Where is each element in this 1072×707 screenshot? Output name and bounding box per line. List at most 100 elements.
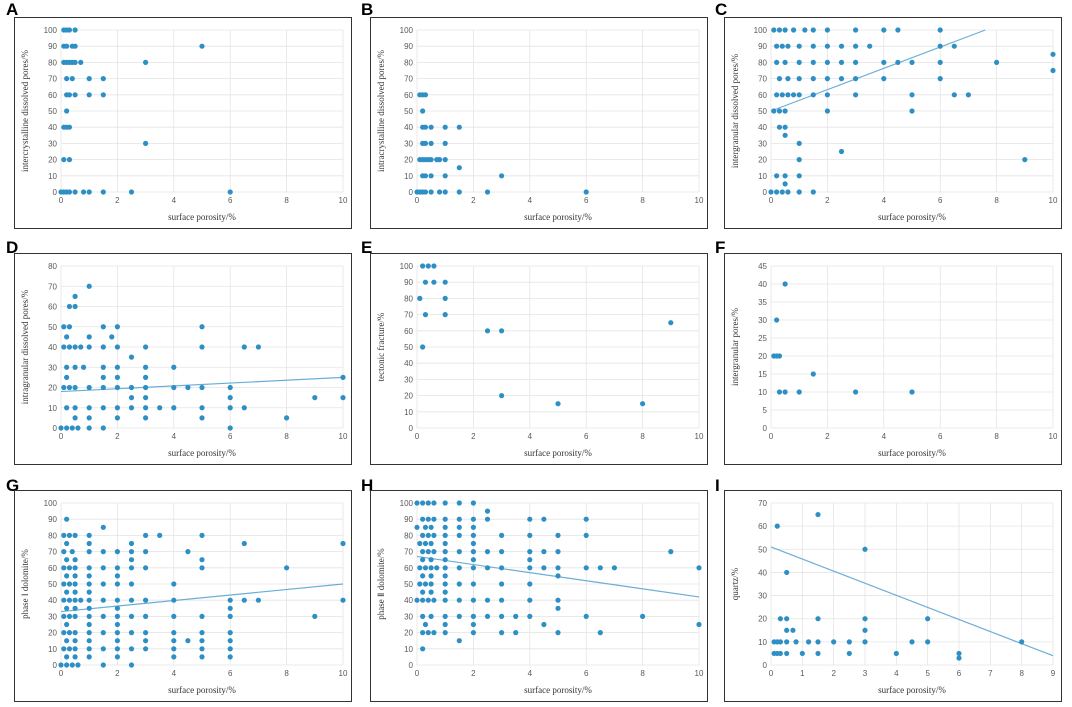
data-point (796, 173, 802, 179)
data-point (895, 59, 901, 65)
data-point (64, 405, 70, 411)
data-point (456, 532, 462, 538)
y-tick-label: 40 (404, 123, 413, 132)
y-tick-label: 10 (758, 388, 767, 397)
data-point (420, 263, 426, 269)
y-tick-label: 70 (404, 75, 413, 84)
y-tick-label: 80 (404, 58, 413, 67)
x-tick-label: 10 (1049, 196, 1058, 205)
data-point (143, 613, 149, 619)
data-point (782, 124, 788, 130)
data-point (185, 638, 191, 644)
data-point (937, 76, 943, 82)
data-point (100, 374, 106, 380)
y-tick-label: 30 (48, 139, 57, 148)
data-point (442, 189, 448, 195)
data-point (782, 389, 788, 395)
data-point (86, 540, 92, 547)
data-point (143, 630, 149, 636)
data-point (696, 621, 702, 628)
data-point (824, 43, 830, 49)
data-point (470, 557, 476, 563)
data-point (484, 565, 491, 571)
data-point (470, 581, 476, 587)
y-axis-title: intragranular dissolved pores/% (20, 289, 30, 404)
data-point (527, 613, 533, 619)
y-tick-label: 70 (404, 548, 413, 557)
data-point (66, 303, 73, 310)
data-point (422, 173, 429, 179)
y-tick-label: 0 (53, 424, 58, 433)
data-point (199, 630, 205, 636)
data-point (470, 621, 476, 628)
data-point (72, 597, 78, 603)
data-point (583, 532, 589, 538)
data-point (583, 613, 589, 619)
y-tick-label: 80 (48, 262, 57, 271)
chart-panel-b: 0 2 4 6 8 10 0 10 20 30 40 50 60 70 80 90 100 surface por… (370, 17, 708, 229)
data-point (78, 344, 84, 350)
trendline (770, 29, 986, 112)
data-point (75, 425, 81, 431)
data-point (796, 92, 802, 98)
x-tick-label: 2 (471, 669, 476, 678)
data-point (442, 573, 448, 579)
panel-label-i: I (715, 476, 720, 495)
y-tick-label: 0 (409, 188, 414, 197)
data-point (442, 124, 448, 130)
panel-label-a: A (6, 0, 19, 19)
y-tick-label: 90 (48, 42, 57, 51)
data-point (555, 597, 561, 603)
data-point (69, 662, 75, 668)
data-point (109, 334, 115, 340)
data-point (241, 540, 247, 547)
x-tick-label: 2 (115, 669, 120, 678)
x-tick-label: 6 (228, 669, 233, 678)
data-point (484, 328, 491, 334)
data-point (909, 92, 915, 98)
data-point (611, 565, 617, 571)
data-point (86, 189, 92, 195)
data-point (484, 549, 491, 555)
data-point (909, 389, 915, 395)
data-point (893, 650, 899, 657)
data-point (956, 655, 962, 661)
data-point (61, 565, 67, 571)
data-point (428, 573, 434, 579)
y-tick-label: 30 (758, 316, 767, 325)
data-point (431, 516, 437, 522)
data-point (143, 405, 149, 411)
data-point (442, 140, 448, 146)
data-point (100, 565, 106, 571)
data-point (100, 364, 106, 370)
data-point (442, 516, 448, 522)
data-point (513, 613, 519, 619)
y-tick-label: 80 (404, 294, 413, 303)
chart-panel-g: 0 2 4 6 8 10 0 10 20 30 40 50 60 70 80 90 100 surface por… (14, 490, 352, 702)
data-point (66, 124, 73, 130)
data-point (66, 630, 73, 636)
data-point (867, 43, 873, 49)
data-point (199, 532, 205, 538)
data-point (114, 344, 120, 350)
chart-panel-c: 0 2 4 6 8 10 0 10 20 30 40 50 60 70 80 90 100 surface por… (724, 17, 1062, 229)
data-point (420, 532, 426, 538)
data-point (171, 646, 177, 652)
data-point (171, 581, 177, 587)
data-point (442, 524, 448, 530)
data-point (143, 565, 149, 571)
data-point (66, 613, 73, 619)
data-point (86, 405, 92, 411)
data-point (428, 173, 434, 179)
data-point (422, 540, 429, 547)
y-axis-title: intracrystalline dissolved pores/% (376, 50, 386, 172)
data-point (64, 589, 70, 595)
data-point (810, 92, 816, 98)
y-tick-label: 15 (758, 370, 767, 379)
data-point (810, 59, 816, 65)
y-tick-label: 50 (48, 580, 57, 589)
data-point (456, 516, 462, 522)
y-tick-label: 100 (754, 26, 768, 35)
data-point (199, 646, 205, 652)
